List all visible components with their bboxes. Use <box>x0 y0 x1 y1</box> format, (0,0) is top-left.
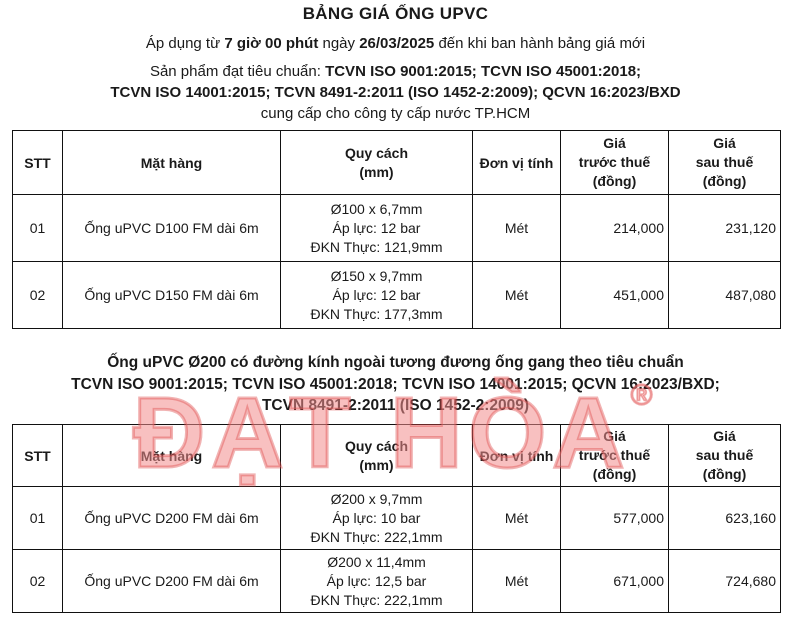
cell-stt: 02 <box>12 549 63 613</box>
col-header-price-after: Giá sau thuế (đồng) <box>668 424 781 487</box>
col-header-spec: Quy cách (mm) <box>280 424 473 487</box>
spec-outer-diameter: ĐKN Thực: 222,1mm <box>310 591 443 608</box>
spec-outer-diameter: ĐKN Thực: 177,3mm <box>310 305 443 322</box>
price-table-1: STT Mặt hàng Quy cách (mm) Đơn vị tính G… <box>12 130 781 329</box>
standards-bold-1: TCVN ISO 9001:2015; TCVN ISO 45001:2018; <box>325 63 642 80</box>
cell-unit: Mét <box>472 486 561 550</box>
table-row: 02 Ống uPVC D200 FM dài 6m Ø200 x 11,4mm… <box>12 549 781 613</box>
table-row: 01 Ống uPVC D200 FM dài 6m Ø200 x 9,7mm … <box>12 486 781 550</box>
col-header-price-before: Giá trước thuế (đồng) <box>560 424 669 487</box>
spec-diameter: Ø100 x 6,7mm <box>330 200 423 217</box>
apply-prefix: Áp dụng từ <box>145 35 225 52</box>
col-header-price-after-line2: sau thuế <box>695 154 754 170</box>
table-row: 01 Ống uPVC D100 FM dài 6m Ø100 x 6,7mm … <box>12 194 781 262</box>
standards-line-1: Sản phẩm đạt tiêu chuẩn: TCVN ISO 9001:2… <box>0 61 791 82</box>
cell-price-after-tax: 487,080 <box>668 261 781 329</box>
cell-item: Ống uPVC D150 FM dài 6m <box>62 261 281 329</box>
standards-prefix: Sản phẩm đạt tiêu chuẩn: <box>149 63 326 80</box>
spec-pressure: Áp lực: 12 bar <box>332 286 421 303</box>
col-header-unit: Đơn vị tính <box>472 424 561 487</box>
spec-pressure: Áp lực: 10 bar <box>332 509 421 526</box>
cell-item: Ống uPVC D100 FM dài 6m <box>62 194 281 262</box>
cell-stt: 02 <box>12 261 63 329</box>
col-header-price-before-line1: Giá <box>603 428 626 444</box>
spec-outer-diameter: ĐKN Thực: 222,1mm <box>310 528 443 545</box>
spec-pressure: Áp lực: 12 bar <box>332 219 421 236</box>
supply-line: cung cấp cho công ty cấp nước TP.HCM <box>260 105 531 122</box>
cell-spec: Ø200 x 9,7mm Áp lực: 10 bar ĐKN Thực: 22… <box>280 486 473 550</box>
cell-stt: 01 <box>12 486 63 550</box>
price-table-2: STT Mặt hàng Quy cách (mm) Đơn vị tính G… <box>12 424 781 613</box>
standards-line-2: TCVN ISO 14001:2015; TCVN 8491-2:2011 (I… <box>110 84 681 101</box>
cell-price-before-tax: 451,000 <box>560 261 669 329</box>
cell-spec: Ø150 x 9,7mm Áp lực: 12 bar ĐKN Thực: 17… <box>280 261 473 329</box>
apply-mid: ngày <box>318 35 360 52</box>
col-header-price-before-line2: trước thuế <box>578 447 651 463</box>
col-header-spec-line1: Quy cách <box>344 437 409 454</box>
col-header-item: Mặt hàng <box>62 130 281 195</box>
col-header-price-before-line3: (đồng) <box>592 466 637 482</box>
cell-price-before-tax: 214,000 <box>560 194 669 262</box>
cell-price-before-tax: 671,000 <box>560 549 669 613</box>
cell-price-before-tax: 577,000 <box>560 486 669 550</box>
cell-price-after-tax: 623,160 <box>668 486 781 550</box>
cell-unit: Mét <box>472 261 561 329</box>
col-header-price-before: Giá trước thuế (đồng) <box>560 130 669 195</box>
spec-pressure: Áp lực: 12,5 bar <box>326 572 427 589</box>
section-2-heading: Ống uPVC Ø200 có đường kính ngoài tương … <box>0 352 791 417</box>
col-header-price-after: Giá sau thuế (đồng) <box>668 130 781 195</box>
spec-outer-diameter: ĐKN Thực: 121,9mm <box>310 238 443 255</box>
section-2-heading-line3: TCVN 8491-2:2011 (ISO 1452-2:2009) <box>261 397 530 414</box>
cell-unit: Mét <box>472 549 561 613</box>
section-2-heading-line2: TCVN ISO 9001:2015; TCVN ISO 45001:2018;… <box>71 375 720 393</box>
apply-date: 26/03/2025 <box>359 35 435 52</box>
col-header-spec-line2: (mm) <box>359 163 394 180</box>
col-header-price-after-line3: (đồng) <box>702 466 747 482</box>
col-header-price-before-line2: trước thuế <box>578 154 651 170</box>
col-header-price-before-line1: Giá <box>603 135 626 151</box>
cell-stt: 01 <box>12 194 63 262</box>
table-1-header: STT Mặt hàng Quy cách (mm) Đơn vị tính G… <box>12 130 781 195</box>
col-header-price-after-line3: (đồng) <box>702 173 747 189</box>
cell-price-after-tax: 231,120 <box>668 194 781 262</box>
cell-item: Ống uPVC D200 FM dài 6m <box>62 486 281 550</box>
spec-diameter: Ø150 x 9,7mm <box>330 267 423 284</box>
spec-diameter: Ø200 x 11,4mm <box>327 553 426 570</box>
apply-time: 7 giờ 00 phút <box>224 35 319 52</box>
col-header-price-after-line1: Giá <box>713 135 736 151</box>
col-header-spec: Quy cách (mm) <box>280 130 473 195</box>
section-2-heading-line1: Ống uPVC Ø200 có đường kính ngoài tương … <box>107 354 684 371</box>
apply-date-line: Áp dụng từ 7 giờ 00 phút ngày 26/03/2025… <box>0 35 791 52</box>
cell-price-after-tax: 724,680 <box>668 549 781 613</box>
col-header-unit: Đơn vị tính <box>472 130 561 195</box>
col-header-stt: STT <box>12 424 63 487</box>
col-header-spec-line1: Quy cách <box>344 144 409 161</box>
document-header: BẢNG GIÁ ỐNG UPVC Áp dụng từ 7 giờ 00 ph… <box>0 4 791 124</box>
table-2-header: STT Mặt hàng Quy cách (mm) Đơn vị tính G… <box>12 424 781 487</box>
apply-suffix: đến khi ban hành bảng giá mới <box>434 35 646 52</box>
header-row: STT Mặt hàng Quy cách (mm) Đơn vị tính G… <box>12 424 781 487</box>
table-row: 02 Ống uPVC D150 FM dài 6m Ø150 x 9,7mm … <box>12 261 781 329</box>
col-header-price-before-line3: (đồng) <box>592 173 637 189</box>
cell-spec: Ø200 x 11,4mm Áp lực: 12,5 bar ĐKN Thực:… <box>280 549 473 613</box>
col-header-price-after-line2: sau thuế <box>695 447 754 463</box>
cell-item: Ống uPVC D200 FM dài 6m <box>62 549 281 613</box>
col-header-stt: STT <box>12 130 63 195</box>
col-header-spec-line2: (mm) <box>359 456 394 473</box>
col-header-item: Mặt hàng <box>62 424 281 487</box>
page-title: BẢNG GIÁ ỐNG UPVC <box>302 4 489 23</box>
cell-unit: Mét <box>472 194 561 262</box>
col-header-price-after-line1: Giá <box>713 428 736 444</box>
cell-spec: Ø100 x 6,7mm Áp lực: 12 bar ĐKN Thực: 12… <box>280 194 473 262</box>
spec-diameter: Ø200 x 9,7mm <box>330 490 423 507</box>
header-row: STT Mặt hàng Quy cách (mm) Đơn vị tính G… <box>12 130 781 195</box>
